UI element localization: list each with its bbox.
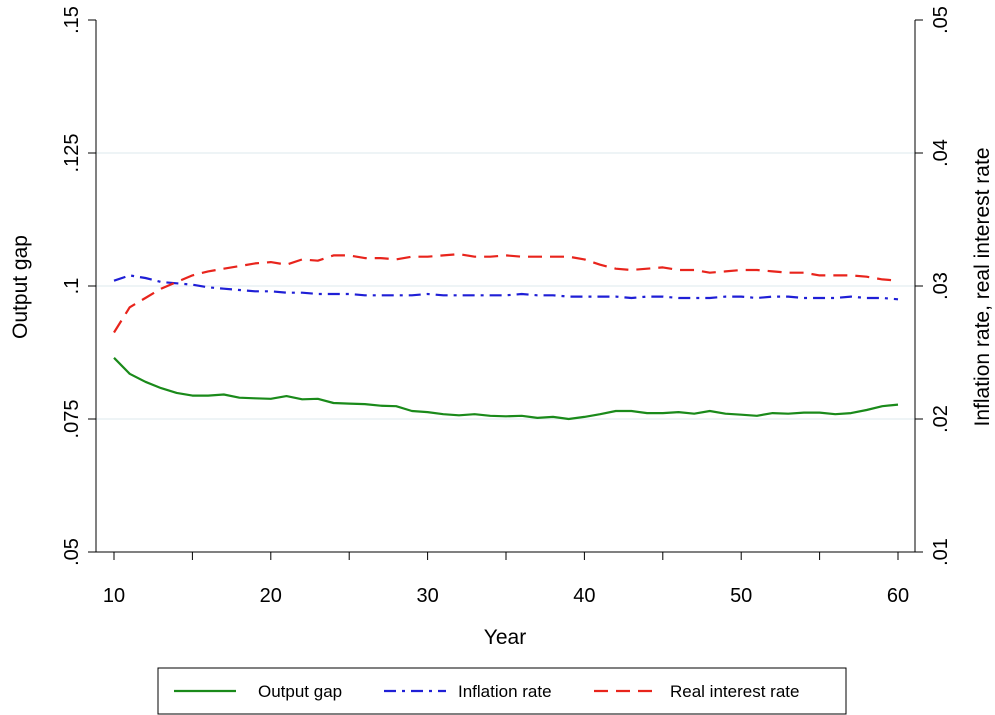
right-y-tick-label: .01 [930, 538, 952, 566]
right-y-tick-label: .05 [930, 6, 952, 34]
left-y-tick-label: .05 [61, 538, 83, 566]
legend-box [157, 667, 847, 715]
left-y-tick-label: .1 [61, 278, 83, 295]
x-tick-label: 60 [887, 585, 909, 607]
series-lines [113, 253, 899, 421]
legend-label: Output gap [258, 682, 342, 701]
right-y-tick-label: .03 [930, 272, 952, 300]
left-y-axis-title: Output gap [9, 235, 32, 339]
right-y-tick-label: .02 [930, 405, 952, 433]
x-tick-label: 40 [573, 585, 595, 607]
left-y-tick-label: .125 [61, 134, 83, 173]
right-y-tick-label: .04 [930, 139, 952, 167]
x-axis-title: Year [484, 626, 526, 649]
x-tick-label: 30 [416, 585, 438, 607]
left-y-tick-label: .15 [61, 6, 83, 34]
left-y-tick-label: .075 [61, 400, 83, 439]
tick-labels: 10 20 30 40 50 60 .05 .075 .1 .125 .15 .01 .02 .03 .04… [61, 6, 952, 607]
legend-label: Inflation rate [458, 682, 552, 701]
legend: Output gap Inflation rate Real interest ra… [157, 667, 847, 715]
x-tick-label: 20 [260, 585, 282, 607]
axes [88, 19, 923, 560]
series-line [113, 274, 899, 301]
right-y-axis-title: Inflation rate, real interest rate [971, 148, 994, 427]
x-tick-label: 10 [103, 585, 125, 607]
legend-label: Real interest rate [670, 682, 799, 701]
grid-lines [96, 152, 915, 420]
series-line [113, 357, 899, 421]
x-tick-label: 50 [730, 585, 752, 607]
